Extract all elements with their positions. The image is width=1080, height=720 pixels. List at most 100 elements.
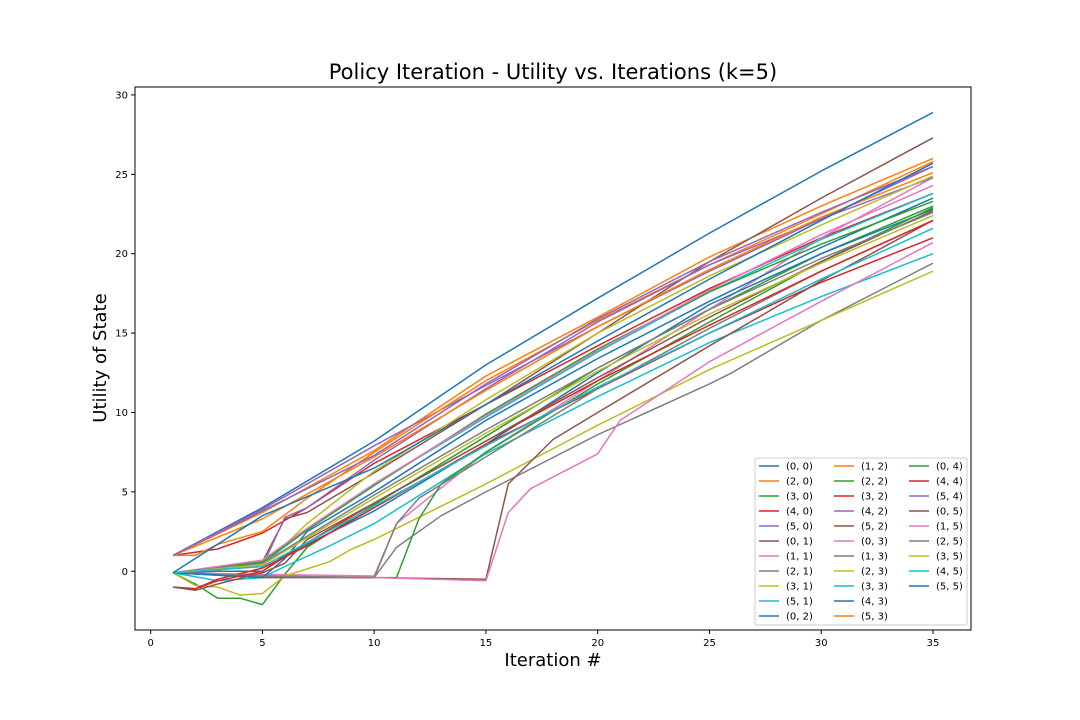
series-line [172,165,934,557]
y-tick-label: 25 [115,170,128,181]
legend-label: (3, 2) [861,492,888,503]
x-tick-label: 20 [591,638,604,649]
legend-entry: (0, 4) [909,462,963,473]
legend-label: (4, 3) [861,597,888,608]
legend-entry: (4, 3) [834,597,888,608]
legend-label: (0, 2) [786,612,813,623]
legend-entry: (2, 5) [909,537,963,548]
legend-label: (1, 3) [861,552,888,563]
series-line [172,237,934,590]
legend-entry: (4, 5) [909,567,963,578]
legend-label: (4, 5) [936,567,963,578]
legend-entry: (5, 1) [759,597,813,608]
y-tick-label: 5 [122,487,128,498]
legend-label: (1, 1) [786,552,813,563]
x-tick-label: 35 [927,638,940,649]
x-tick-label: 15 [480,638,493,649]
legend-entry: (5, 3) [834,612,888,623]
legend-label: (0, 0) [786,462,813,473]
series-line [172,227,934,574]
y-axis-ticks: 0 5 10 15 20 25 30 [115,90,135,578]
legend-entry: (3, 1) [759,582,813,593]
legend-label: (2, 1) [786,567,813,578]
y-tick-label: 20 [115,249,128,260]
y-tick-label: 30 [115,90,128,101]
series-line [172,192,934,574]
legend-label: (4, 2) [861,507,888,518]
series-line [172,162,934,574]
legend-entry: (3, 3) [834,582,888,593]
y-tick-label: 0 [122,567,128,578]
legend-box [754,457,968,626]
legend-entry: (5, 2) [834,522,888,533]
series-line [173,160,934,557]
series-line [172,214,934,574]
legend-label: (3, 5) [936,552,963,563]
legend-label: (4, 0) [786,507,813,518]
series-line [172,219,934,580]
legend-entry: (5, 0) [759,522,813,533]
legend-label: (0, 1) [786,537,813,548]
legend-label: (3, 1) [786,582,813,593]
legend-entry: (2, 3) [834,567,888,578]
legend-entry: (1, 1) [759,552,813,563]
legend-entry: (2, 0) [759,477,813,488]
legend-label: (0, 4) [936,462,963,473]
legend-label: (1, 2) [861,462,888,473]
plot-frame [134,86,972,631]
legend-entry: (2, 1) [759,567,813,578]
legend-label: (5, 2) [861,522,888,533]
legend-label: (1, 5) [936,522,963,533]
x-tick-label: 0 [147,638,153,649]
legend-label: (5, 5) [936,582,963,593]
legend-label: (3, 0) [786,492,813,503]
legend-entry: (3, 0) [759,492,813,503]
x-tick-label: 5 [259,638,265,649]
y-axis-label: Utility of State [90,293,111,422]
x-tick-label: 30 [815,638,828,649]
legend-entry: (1, 3) [834,552,888,563]
series-line [172,210,934,592]
legend-label: (4, 4) [936,477,963,488]
x-axis-ticks: 0 5 10 15 20 25 30 35 [147,630,939,649]
legend-label: (5, 4) [936,492,963,503]
x-tick-label: 10 [368,638,381,649]
legend-label: (2, 5) [936,537,963,548]
legend-entry: (0, 0) [759,462,813,473]
series-line [172,200,934,574]
series-line [172,270,934,596]
series-line [172,184,934,574]
series-line [172,219,934,579]
legend-label: (0, 3) [861,537,888,548]
legend-label: (5, 0) [786,522,813,533]
legend-entry: (3, 5) [909,552,963,563]
legend-entry: (5, 4) [909,492,963,503]
legend-entry: (3, 2) [834,492,888,503]
legend-label: (3, 3) [861,582,888,593]
chart-title: Policy Iteration - Utility vs. Iteration… [329,60,777,84]
series-line [172,211,934,574]
y-tick-label: 15 [115,329,128,340]
legend-label: (2, 0) [786,477,813,488]
legend-entry: (1, 2) [834,462,888,473]
legend-label: (0, 5) [936,507,963,518]
plot-lines [172,111,934,606]
legend-entry: (2, 2) [834,477,888,488]
legend-label: (2, 3) [861,567,888,578]
legend-entry: (0, 3) [834,537,888,548]
legend-entry: (0, 5) [909,507,963,518]
legend-entry: (1, 5) [909,522,963,533]
legend-entry: (4, 4) [909,477,963,488]
legend-label: (5, 1) [786,597,813,608]
legend-entry: (4, 2) [834,507,888,518]
legend-entry: (4, 0) [759,507,813,518]
x-tick-label: 25 [703,638,716,649]
legend: (0, 0) (2, 0) (3, 0) (4, 0) (5, 0) (0, 1) (1, … [754,457,968,626]
legend-label: (2, 2) [861,477,888,488]
legend-label: (5, 3) [861,612,888,623]
legend-entry: (5, 5) [909,582,963,593]
y-tick-label: 10 [115,408,128,419]
legend-entry: (0, 2) [759,612,813,623]
x-axis-label: Iteration # [504,650,601,671]
